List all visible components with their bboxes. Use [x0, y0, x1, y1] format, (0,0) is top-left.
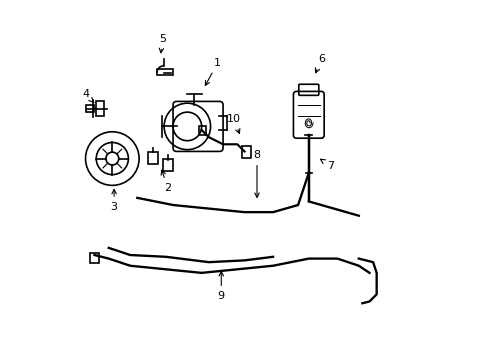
Text: 6: 6 [315, 54, 324, 73]
Text: 1: 1 [205, 58, 221, 85]
Text: 8: 8 [253, 150, 260, 197]
Text: 4: 4 [82, 89, 94, 103]
Text: 10: 10 [226, 114, 240, 134]
Text: 2: 2 [161, 170, 171, 193]
Text: 5: 5 [159, 34, 165, 53]
Text: 7: 7 [320, 159, 333, 171]
Text: 3: 3 [110, 189, 118, 212]
Text: 9: 9 [217, 271, 224, 301]
